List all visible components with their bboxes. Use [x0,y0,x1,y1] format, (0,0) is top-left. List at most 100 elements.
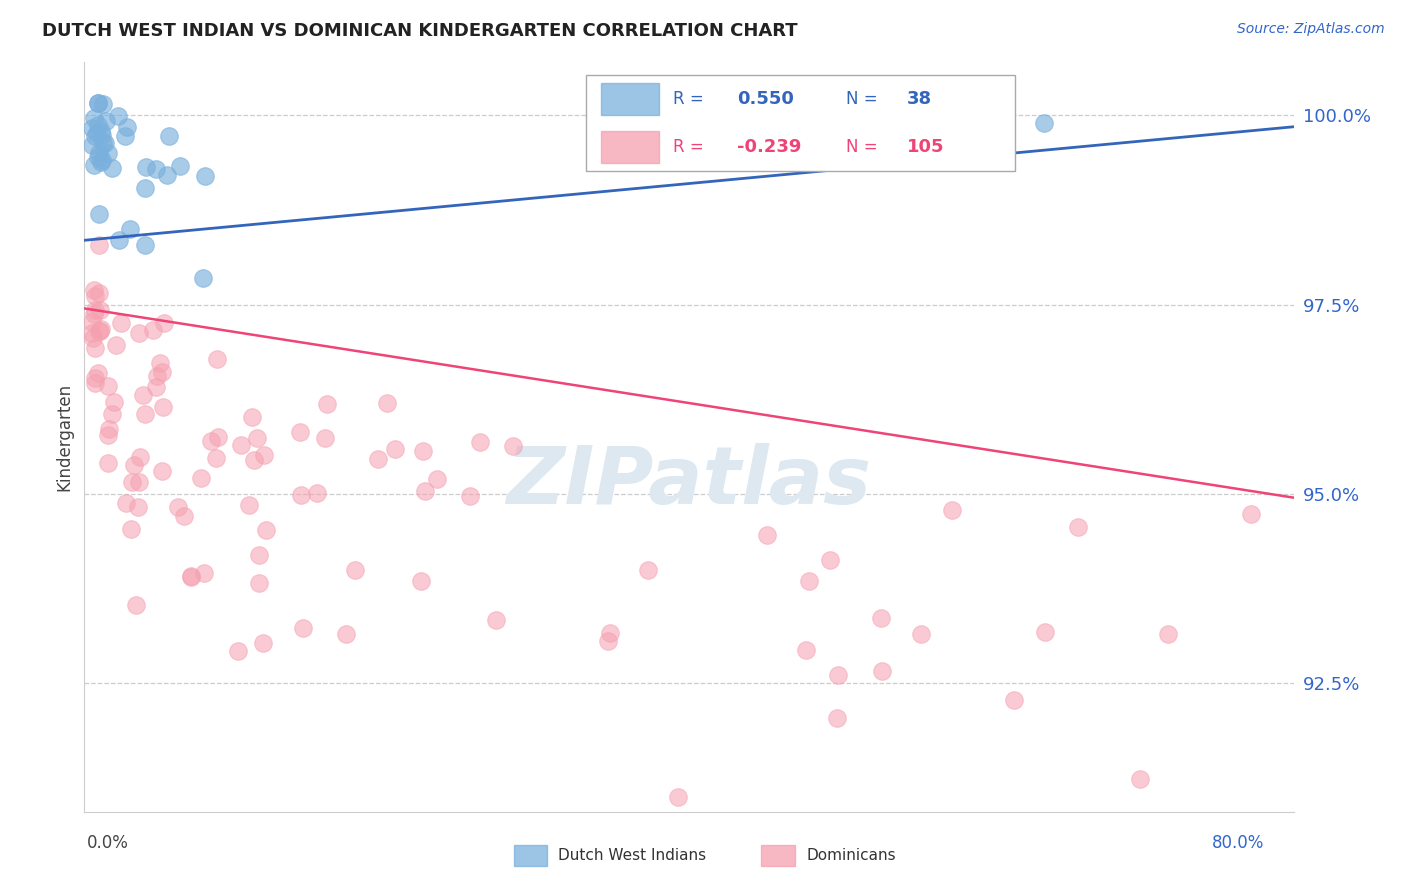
Point [91,136,114,151]
Point [80,326,103,341]
Point [97,456,120,470]
Point [94,136,117,150]
Point [84,129,107,144]
Point [485,613,508,627]
FancyBboxPatch shape [600,131,659,163]
Point [169,159,191,173]
Point [869,610,891,624]
Point [314,431,336,445]
Point [129,450,152,464]
Point [128,475,150,489]
Point [87,286,110,301]
Point [83,283,105,297]
Point [827,668,849,682]
Point [596,634,619,648]
Point [110,316,132,330]
FancyBboxPatch shape [586,75,1015,171]
Point [114,128,136,143]
Text: Source: ZipAtlas.com: Source: ZipAtlas.com [1237,22,1385,37]
Point [755,528,778,542]
Point [180,570,202,584]
Point [193,271,215,285]
Point [108,234,131,248]
Point [367,451,389,466]
Point [82,137,104,152]
Text: Dutch West Indians: Dutch West Indians [558,848,706,863]
Text: 80.0%: 80.0% [1212,834,1264,853]
Point [152,401,174,415]
Point [97,379,120,393]
Point [97,422,120,436]
Text: 0.550: 0.550 [737,90,794,108]
Point [87,96,110,111]
Point [97,146,120,161]
Point [87,118,110,132]
Point [415,483,437,498]
Point [343,563,366,577]
Point [115,496,138,510]
Point [190,471,212,485]
Point [89,324,111,338]
Point [460,489,482,503]
Point [83,158,105,172]
Point [426,472,449,486]
Point [502,439,524,453]
Point [87,366,110,380]
Point [599,626,621,640]
Point [226,644,249,658]
Point [173,509,195,524]
Point [637,563,659,577]
Point [107,109,129,123]
Point [253,448,276,462]
Point [134,238,156,252]
Point [105,337,128,351]
FancyBboxPatch shape [513,846,547,866]
Point [145,380,167,394]
Point [83,289,105,303]
Point [205,450,228,465]
Point [153,316,176,330]
Point [87,145,110,160]
Point [384,442,406,457]
Point [83,308,105,322]
Point [132,387,155,401]
Point [90,154,112,169]
Point [87,150,110,164]
Point [150,464,173,478]
Point [409,574,432,588]
Text: N =: N = [846,138,883,156]
Point [820,552,842,566]
Text: 0.0%: 0.0% [87,834,129,853]
Point [796,642,818,657]
Point [247,548,270,562]
Point [134,181,156,195]
Text: -0.239: -0.239 [737,138,801,156]
Point [87,238,110,252]
Point [125,598,148,612]
Point [89,207,111,221]
Point [1067,520,1090,534]
Point [238,498,260,512]
Point [128,326,150,340]
Point [941,503,963,517]
Point [960,101,983,115]
Point [145,161,167,176]
Point [799,574,821,588]
Point [307,486,329,500]
Point [84,341,107,355]
Point [97,428,120,442]
Point [1157,626,1180,640]
Point [243,453,266,467]
Point [89,302,111,317]
Point [120,522,142,536]
Point [412,444,434,458]
Point [101,407,124,421]
Point [84,303,107,318]
Point [90,128,112,143]
Text: 105: 105 [907,138,943,156]
Point [1033,624,1056,639]
Point [825,711,848,725]
Point [315,397,337,411]
Point [121,475,143,489]
Point [166,500,188,515]
